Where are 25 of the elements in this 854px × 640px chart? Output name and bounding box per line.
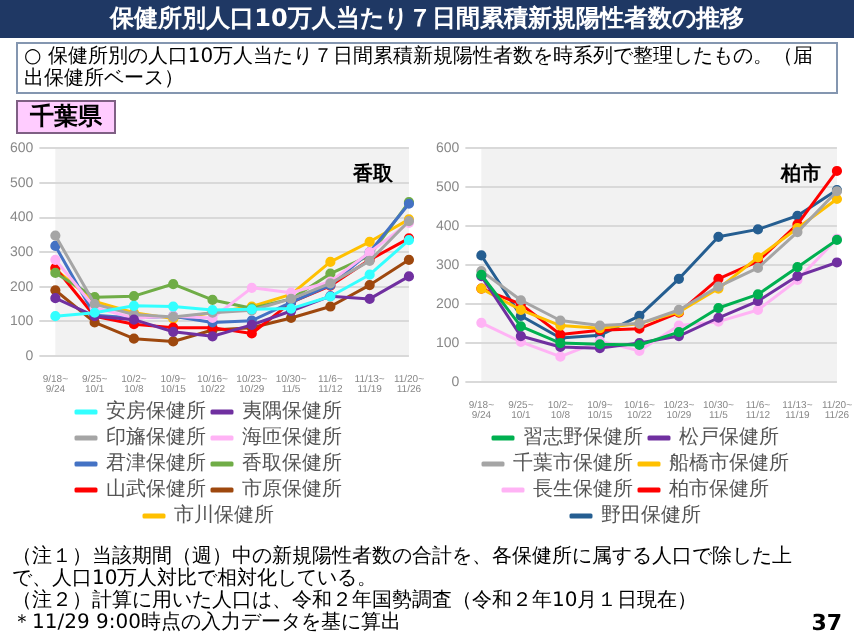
legend-label: 市川保健所 — [174, 503, 274, 528]
text: （注１）当該期間（週）中の新規陽性者数の合計を、各保健所に属する人口で除した上で、人口10万人対比で相対化している。 — [12, 546, 794, 590]
legend-label: 野田保健所 — [601, 503, 701, 528]
chart-subtitle: ○ 保健所別の人口10万人当たり７日間累積新規陽性者数を時系列で整理したもの。（届出保健所ベース） — [16, 42, 838, 94]
text: 千葉県 — [16, 100, 116, 134]
legend-label: 印旛保健所 — [106, 425, 206, 450]
legend-label: 君津保健所 — [106, 451, 206, 476]
legend-label: 千葉市保健所 — [513, 451, 633, 476]
legend-label: 市原保健所 — [242, 477, 342, 502]
legend-label: 山武保健所 — [106, 477, 206, 502]
text: （注２）計算に用いた人口は、令和２年国勢調査（令和２年10月１日現在） — [12, 590, 700, 612]
legend-label: 船橋市保健所 — [669, 451, 789, 476]
legend-label: 海匝保健所 — [242, 425, 342, 450]
legend-label: 柏市保健所 — [667, 477, 769, 502]
legend-label: 長生保健所 — [533, 477, 633, 502]
text: 37 — [811, 610, 842, 636]
chart-title: 保健所別人口10万人当たり７日間累積新規陽性者数の推移 — [0, 0, 854, 38]
legend-label: 松戸保健所 — [679, 425, 779, 450]
annotation: 香取 — [350, 161, 395, 186]
legend-label: 習志野保健所 — [523, 425, 643, 450]
annotation: 柏市 — [778, 161, 821, 186]
legend-label: 夷隅保健所 — [242, 399, 342, 424]
text: ＊11/29 9:00時点の入力データを基に算出 — [12, 612, 403, 634]
legend-label: 香取保健所 — [242, 451, 342, 476]
legend-label: 安房保健所 — [106, 399, 206, 424]
